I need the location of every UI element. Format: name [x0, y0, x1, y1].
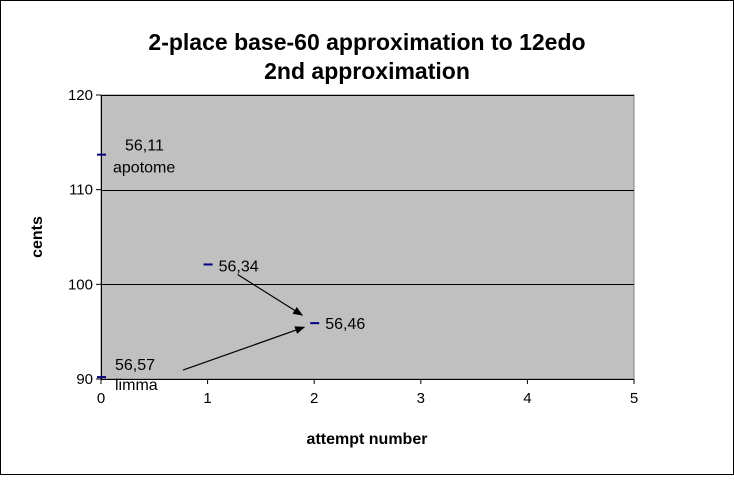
data-sublabel: limma [115, 377, 158, 394]
x-tick-label: 1 [203, 390, 211, 407]
arrow [182, 326, 306, 371]
data-sublabel: apotome [113, 160, 175, 177]
grid-lines [101, 95, 634, 285]
x-tick-label: 2 [310, 390, 318, 407]
x-tick-label: 3 [417, 390, 425, 407]
y-tick-label: 120 [68, 87, 93, 104]
x-axis-label: attempt number [307, 431, 428, 448]
data-label: 56,11 [125, 138, 164, 155]
data-points [97, 153, 320, 379]
chart-title-line-1: 2-place base-60 approximation to 12edo [148, 29, 585, 55]
x-tick-labels: 0 1 2 3 4 5 [97, 390, 638, 407]
y-tick-labels: 90 100 110 120 [68, 87, 93, 388]
y-tick-label: 100 [68, 276, 93, 293]
x-tick-label: 0 [97, 390, 105, 407]
y-tick-label: 110 [69, 182, 93, 199]
plot-area [100, 94, 635, 380]
y-tick-label: 90 [76, 371, 93, 388]
arrows [182, 273, 306, 371]
y-axis-label: cents [29, 216, 46, 258]
x-tick-label: 5 [630, 390, 638, 407]
data-label: 56,34 [219, 258, 259, 275]
chart-title-line-2: 2nd approximation [264, 58, 470, 84]
x-tick-label: 4 [523, 390, 531, 407]
arrow [237, 273, 304, 316]
data-label: 56,46 [325, 316, 365, 333]
axes [96, 94, 635, 384]
data-labels: 56,11 apotome 56,57 limma 56,34 56,46 [113, 138, 365, 394]
data-label: 56,57 [115, 357, 155, 374]
